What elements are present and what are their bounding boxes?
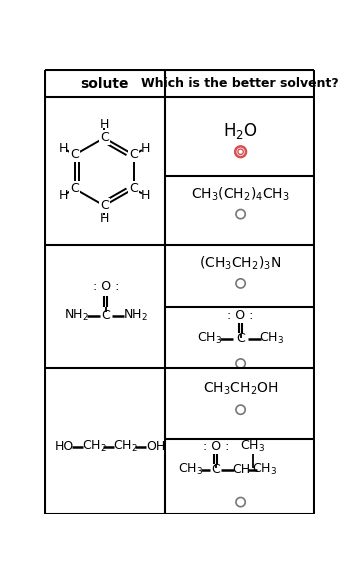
Text: CH$_3$CH$_2$OH: CH$_3$CH$_2$OH <box>203 381 279 397</box>
Text: CH$_2$: CH$_2$ <box>82 439 106 454</box>
Text: : O :: : O : <box>203 440 229 453</box>
Text: : O :: : O : <box>228 309 254 323</box>
Text: CH: CH <box>232 463 251 476</box>
Text: NH$_2$: NH$_2$ <box>64 308 89 323</box>
Text: C: C <box>100 131 108 144</box>
Text: H: H <box>58 142 68 155</box>
Text: H: H <box>99 118 109 131</box>
Text: C: C <box>130 149 138 161</box>
Text: CH$_2$: CH$_2$ <box>113 439 138 454</box>
Text: : O :: : O : <box>92 280 119 293</box>
Text: CH$_3$(CH$_2$)$_4$CH$_3$: CH$_3$(CH$_2$)$_4$CH$_3$ <box>191 186 290 203</box>
Text: solute: solute <box>80 77 128 91</box>
Text: C: C <box>70 149 79 161</box>
Text: C: C <box>236 332 245 346</box>
Text: (CH$_3$CH$_2$)$_3$N: (CH$_3$CH$_2$)$_3$N <box>199 255 282 272</box>
Text: H: H <box>140 142 150 155</box>
Text: H: H <box>58 189 68 202</box>
Text: OH: OH <box>147 440 166 453</box>
Text: C: C <box>130 182 138 195</box>
Text: H$_2$O: H$_2$O <box>223 121 258 141</box>
Text: C: C <box>102 309 110 323</box>
Text: CH$_3$: CH$_3$ <box>259 331 284 346</box>
Text: Which is the better solvent?: Which is the better solvent? <box>141 77 339 91</box>
Text: CH$_3$: CH$_3$ <box>252 462 277 477</box>
Text: H: H <box>99 212 109 225</box>
Text: NH$_2$: NH$_2$ <box>123 308 148 323</box>
Text: CH$_3$: CH$_3$ <box>197 331 222 346</box>
Text: C: C <box>100 199 108 212</box>
Text: CH$_3$: CH$_3$ <box>240 439 266 454</box>
Text: C: C <box>211 463 220 476</box>
Text: H: H <box>140 189 150 202</box>
Text: CH$_3$: CH$_3$ <box>178 462 204 477</box>
Text: C: C <box>70 182 79 195</box>
Text: HO: HO <box>54 440 74 453</box>
